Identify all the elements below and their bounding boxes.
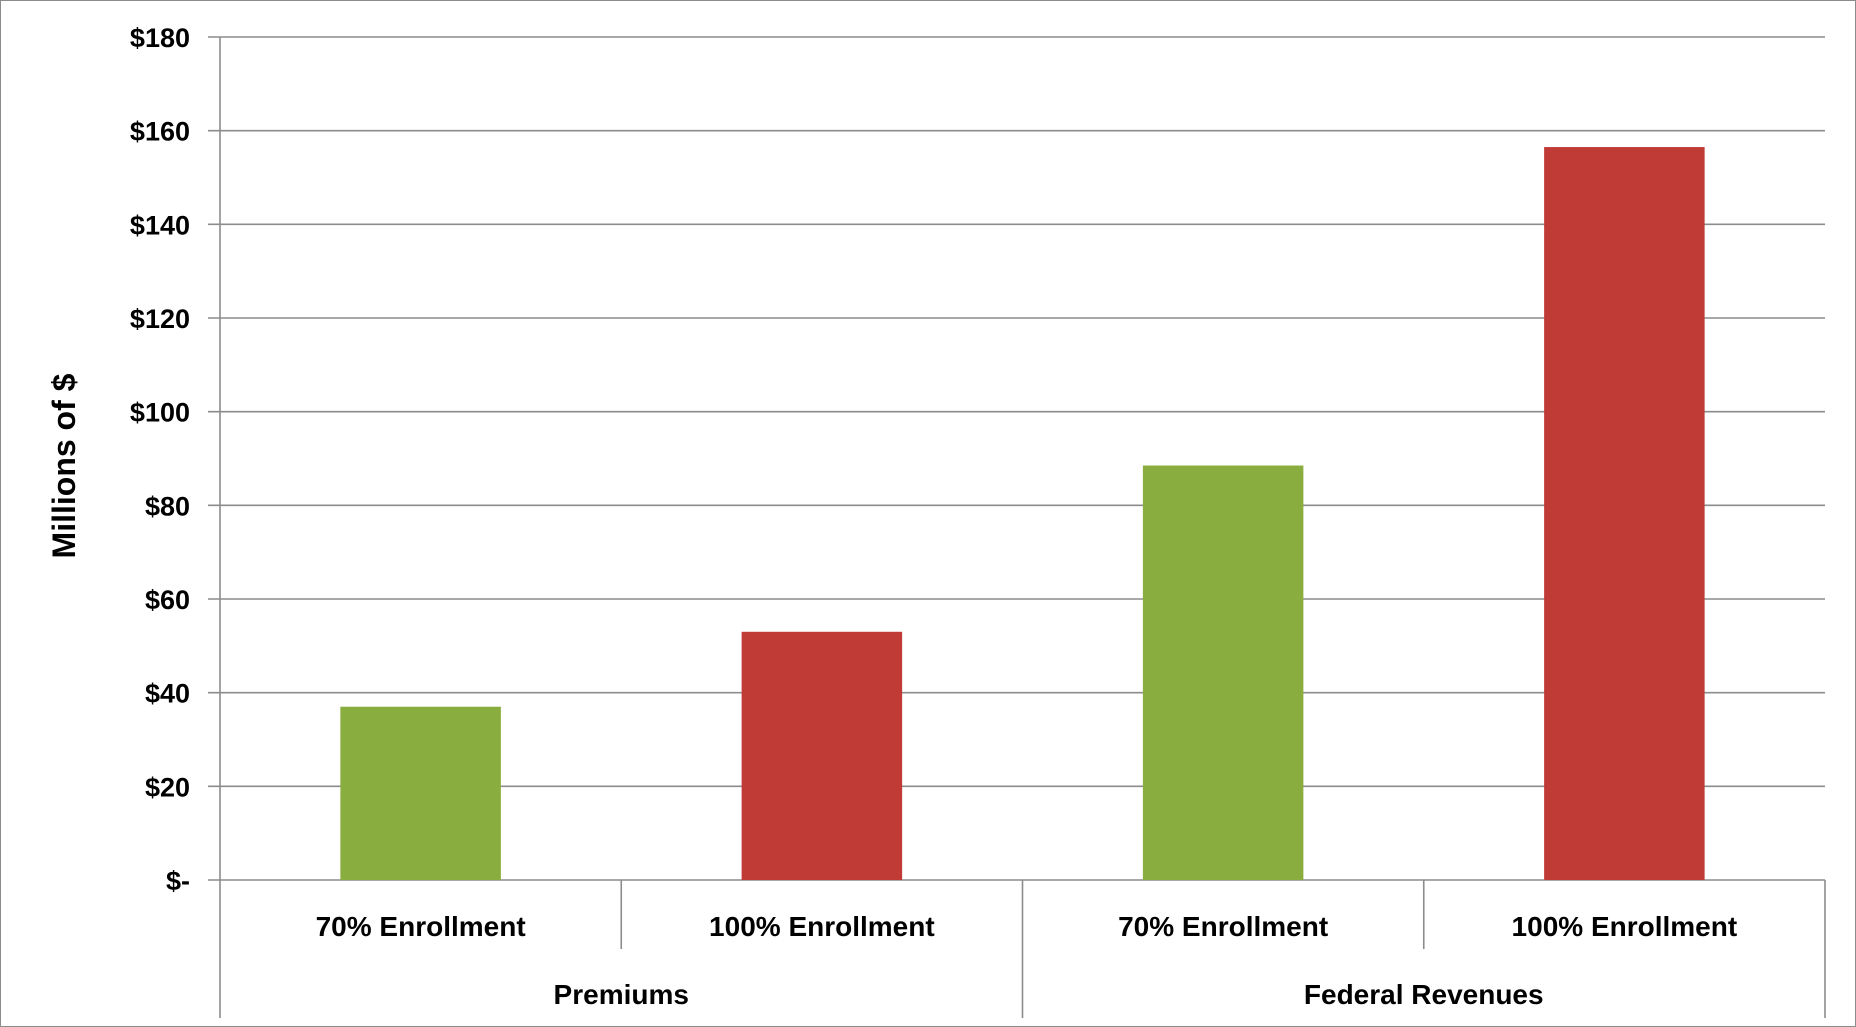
- axes: [219, 37, 1826, 1018]
- y-tick-label: $160: [130, 117, 190, 147]
- labels: $- $20 $40 $60 $80 $100 $120 $140 $160 $180 70% En…: [130, 23, 1737, 1010]
- y-tick-label: $180: [130, 23, 190, 53]
- bar: [1142, 465, 1304, 880]
- x-tick-label: 70% Enrollment: [316, 911, 526, 942]
- group-label: Premiums: [554, 979, 689, 1010]
- y-tick-label: $20: [145, 772, 190, 802]
- bar: [1544, 147, 1705, 880]
- y-axis-title: Millions of $: [46, 373, 82, 558]
- y-tick-label: $-: [166, 866, 190, 896]
- bar: [340, 706, 501, 880]
- y-tick-label: $140: [130, 210, 190, 240]
- y-tick-label: $60: [145, 585, 190, 615]
- y-tick-label: $80: [145, 491, 190, 521]
- y-tick-label: $100: [130, 398, 190, 428]
- group-label: Federal Revenues: [1304, 979, 1544, 1010]
- y-tick-label: $120: [130, 304, 190, 334]
- bar: [741, 631, 903, 880]
- y-tick-label: $40: [145, 679, 190, 709]
- x-tick-label: 100% Enrollment: [1512, 911, 1738, 942]
- x-tick-label: 100% Enrollment: [709, 911, 935, 942]
- x-tick-label: 70% Enrollment: [1118, 911, 1328, 942]
- bars: [340, 147, 1705, 880]
